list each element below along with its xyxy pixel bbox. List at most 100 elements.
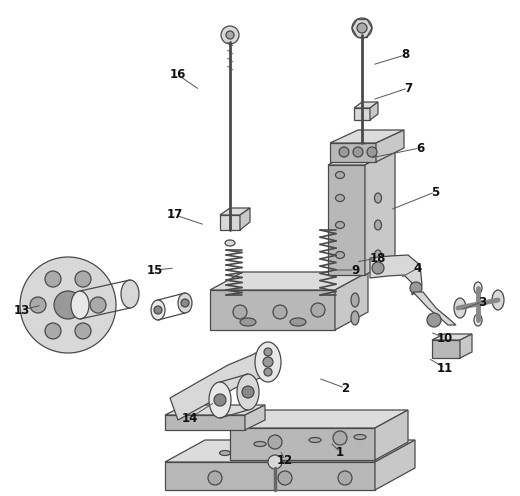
Polygon shape [230, 428, 375, 460]
Ellipse shape [372, 262, 384, 274]
Polygon shape [245, 405, 265, 430]
Ellipse shape [30, 297, 46, 313]
Ellipse shape [410, 282, 422, 294]
Ellipse shape [335, 222, 345, 229]
Polygon shape [165, 462, 375, 490]
Polygon shape [375, 410, 408, 460]
Ellipse shape [338, 471, 352, 485]
Ellipse shape [351, 311, 359, 325]
Polygon shape [432, 340, 460, 358]
Ellipse shape [335, 251, 345, 258]
Polygon shape [230, 410, 408, 428]
Ellipse shape [349, 446, 360, 451]
Ellipse shape [273, 305, 287, 319]
Ellipse shape [219, 450, 230, 455]
Ellipse shape [90, 297, 106, 313]
Ellipse shape [221, 26, 239, 44]
Ellipse shape [374, 220, 382, 230]
Ellipse shape [54, 291, 82, 319]
Polygon shape [165, 415, 245, 430]
Polygon shape [370, 255, 422, 295]
Ellipse shape [237, 374, 259, 410]
Ellipse shape [374, 250, 382, 260]
Text: 1: 1 [336, 445, 344, 458]
Polygon shape [330, 130, 404, 143]
Ellipse shape [309, 437, 321, 442]
Ellipse shape [311, 303, 325, 317]
Ellipse shape [225, 240, 235, 246]
Polygon shape [460, 334, 472, 358]
Ellipse shape [209, 382, 231, 418]
Ellipse shape [154, 306, 162, 314]
Text: 14: 14 [182, 412, 198, 425]
Polygon shape [413, 292, 456, 325]
Ellipse shape [264, 368, 272, 376]
Ellipse shape [254, 441, 266, 446]
Text: 11: 11 [437, 362, 453, 374]
Text: 8: 8 [401, 49, 409, 62]
Ellipse shape [492, 290, 504, 310]
Ellipse shape [278, 471, 292, 485]
Text: 7: 7 [404, 81, 412, 95]
Polygon shape [354, 108, 370, 120]
Ellipse shape [240, 318, 256, 326]
Text: 4: 4 [414, 261, 422, 274]
Text: 10: 10 [437, 331, 453, 345]
Ellipse shape [352, 18, 372, 38]
Text: 17: 17 [167, 208, 183, 222]
Text: 13: 13 [14, 304, 30, 316]
Text: 2: 2 [341, 381, 349, 394]
Ellipse shape [335, 194, 345, 201]
Ellipse shape [351, 293, 359, 307]
Ellipse shape [71, 291, 89, 319]
Ellipse shape [255, 342, 281, 382]
Polygon shape [165, 440, 415, 462]
Polygon shape [370, 102, 378, 120]
Polygon shape [220, 215, 240, 230]
Ellipse shape [474, 314, 482, 326]
Ellipse shape [357, 23, 367, 33]
Ellipse shape [367, 147, 377, 157]
Polygon shape [330, 143, 376, 162]
Polygon shape [432, 334, 472, 340]
Ellipse shape [75, 323, 91, 339]
Ellipse shape [264, 348, 272, 356]
Ellipse shape [339, 147, 349, 157]
Ellipse shape [474, 282, 482, 294]
Ellipse shape [290, 318, 306, 326]
Text: 5: 5 [431, 186, 439, 198]
Ellipse shape [233, 305, 247, 319]
Polygon shape [354, 102, 378, 108]
Text: 9: 9 [351, 263, 359, 276]
Polygon shape [210, 272, 368, 290]
Text: 15: 15 [147, 263, 163, 276]
Ellipse shape [45, 323, 61, 339]
Polygon shape [165, 405, 265, 415]
Polygon shape [328, 148, 395, 165]
Ellipse shape [353, 147, 363, 157]
Polygon shape [328, 165, 365, 275]
Text: 18: 18 [370, 251, 386, 264]
Ellipse shape [335, 172, 345, 179]
Ellipse shape [75, 271, 91, 287]
Ellipse shape [374, 193, 382, 203]
Polygon shape [375, 440, 415, 490]
Ellipse shape [268, 435, 282, 449]
Polygon shape [210, 290, 335, 330]
Ellipse shape [20, 257, 116, 353]
Ellipse shape [214, 394, 226, 406]
Ellipse shape [45, 271, 61, 287]
Text: 3: 3 [478, 296, 486, 309]
Ellipse shape [290, 448, 301, 453]
Ellipse shape [354, 434, 366, 439]
Polygon shape [170, 348, 272, 420]
Ellipse shape [268, 455, 282, 469]
Ellipse shape [333, 431, 347, 445]
Ellipse shape [181, 299, 189, 307]
Ellipse shape [454, 298, 466, 318]
Ellipse shape [263, 357, 273, 367]
Polygon shape [220, 208, 250, 215]
Polygon shape [376, 130, 404, 162]
Text: 6: 6 [416, 141, 424, 154]
Ellipse shape [242, 386, 254, 398]
